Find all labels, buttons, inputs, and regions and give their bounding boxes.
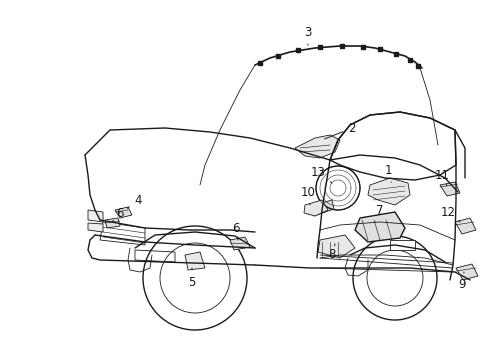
Text: 5: 5 (188, 268, 195, 288)
Text: 10: 10 (300, 185, 315, 205)
Text: 9: 9 (457, 272, 465, 292)
Polygon shape (389, 240, 414, 250)
Polygon shape (317, 235, 354, 258)
Polygon shape (105, 218, 120, 228)
Polygon shape (88, 223, 103, 232)
Text: 7: 7 (374, 203, 383, 222)
Polygon shape (100, 222, 145, 245)
Text: 3: 3 (304, 26, 311, 45)
Polygon shape (135, 250, 175, 262)
Polygon shape (229, 237, 249, 250)
Text: 12: 12 (440, 206, 459, 222)
Polygon shape (88, 210, 103, 222)
Text: 8: 8 (327, 244, 335, 261)
Polygon shape (354, 212, 404, 242)
Polygon shape (454, 218, 475, 234)
Polygon shape (455, 264, 477, 280)
Polygon shape (184, 252, 204, 270)
Text: 4: 4 (127, 194, 142, 208)
Text: 1: 1 (384, 163, 391, 182)
Polygon shape (304, 200, 327, 216)
Polygon shape (294, 135, 339, 158)
Polygon shape (311, 200, 333, 216)
Text: 6: 6 (112, 207, 123, 222)
Polygon shape (439, 182, 459, 196)
Text: 2: 2 (324, 122, 355, 139)
Text: 11: 11 (434, 168, 448, 186)
Text: 6: 6 (232, 221, 239, 240)
Polygon shape (115, 207, 132, 218)
Polygon shape (367, 178, 409, 205)
Text: 13: 13 (310, 166, 331, 183)
